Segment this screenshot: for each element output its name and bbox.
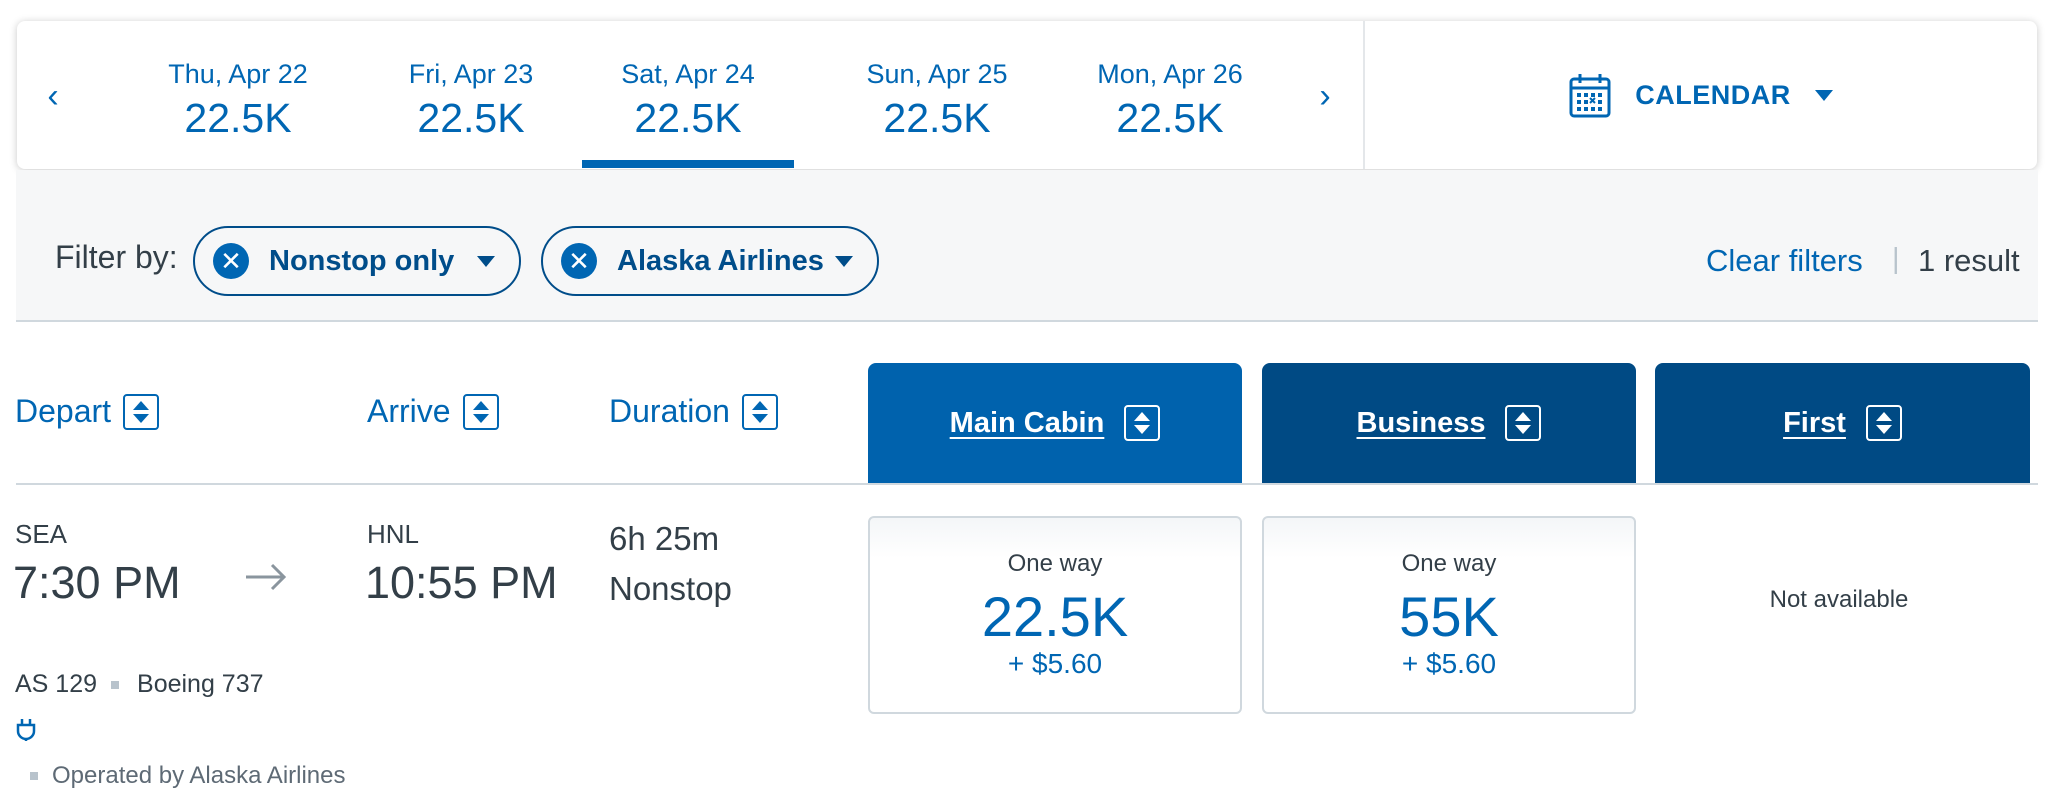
aircraft-type[interactable]: Boeing 737 [137,670,264,698]
separator [111,680,120,689]
divider [1363,21,1365,169]
sort-icon [123,393,160,430]
sort-main-cabin-button[interactable]: Main Cabin [868,363,1242,483]
filter-chip-label: Alaska Airlines [617,244,824,277]
calendar-button[interactable]: CALENDAR [1365,21,2037,169]
sort-depart-button[interactable]: Depart [15,393,160,430]
previous-dates-button[interactable]: ‹ [28,61,78,131]
column-label-first: First [1783,406,1846,439]
column-label-business: Business [1356,406,1486,439]
clear-filters-link[interactable]: Clear filters [1706,243,1863,278]
sort-icon [462,393,499,430]
result-count: 1 result [1918,243,2020,278]
calendar-label: CALENDAR [1635,79,1791,110]
date-tab-date: Sat, Apr 24 [621,59,755,89]
flight-number[interactable]: AS 129 [15,670,98,698]
filter-chip-nonstop[interactable]: ✕ Nonstop only [193,226,521,296]
sort-first-button[interactable]: First [1655,363,2030,483]
date-tab-date: Fri, Apr 23 [408,59,534,89]
separator: | [1892,243,1900,275]
caret-down-icon [477,255,495,267]
fare-miles: 22.5K [981,585,1129,648]
fare-type-label: One way [1007,550,1103,577]
sort-icon [1124,405,1161,441]
date-tab-price: 22.5K [184,95,292,141]
column-label-main-cabin: Main Cabin [949,406,1105,439]
separator [30,772,38,780]
flight-duration: 6h 25m [609,520,720,557]
calendar-icon [1569,74,1611,118]
fare-card-main-cabin[interactable]: One way 22.5K + $5.60 [868,516,1242,714]
date-tab-thu-apr-22[interactable]: Thu, Apr 22 22.5K [132,21,344,169]
sort-business-button[interactable]: Business [1262,363,1636,483]
close-icon[interactable]: ✕ [213,243,249,279]
date-tab-sat-apr-24[interactable]: Sat, Apr 24 22.5K [582,21,794,169]
divider [16,483,2038,485]
operated-by: Operated by Alaska Airlines [30,762,346,790]
date-tab-mon-apr-26[interactable]: Mon, Apr 26 22.5K [1064,21,1276,169]
fare-tax: + $5.60 [1401,648,1497,679]
column-label-duration: Duration [609,393,730,429]
first-class-status: Not available [1769,586,1909,613]
depart-time: 7:30 PM [13,557,181,608]
date-tab-price: 22.5K [634,95,742,141]
date-tab-date: Mon, Apr 26 [1097,59,1243,89]
chevron-left-icon: ‹ [47,76,59,115]
filter-bar: Filter by: ✕ Nonstop only ✕ Alaska Airli… [16,170,2038,322]
date-tab-date: Thu, Apr 22 [168,59,308,89]
caret-down-icon [835,255,853,267]
arrive-time: 10:55 PM [365,557,558,608]
date-tab-price: 22.5K [883,95,991,141]
date-tab-fri-apr-23[interactable]: Fri, Apr 23 22.5K [365,21,577,169]
filter-chip-label: Nonstop only [269,244,455,277]
stops-info: Nonstop [609,570,732,607]
date-tab-date: Sun, Apr 25 [866,59,1008,89]
filter-label: Filter by: [55,239,178,275]
fare-card-business[interactable]: One way 55K + $5.60 [1262,516,1636,714]
column-label-arrive: Arrive [367,393,451,429]
date-tab-price: 22.5K [417,95,525,141]
operated-by-label: Operated by Alaska Airlines [52,762,346,789]
date-tab-price: 22.5K [1116,95,1224,141]
sort-icon [1865,405,1902,441]
filter-chip-airline[interactable]: ✕ Alaska Airlines [541,226,879,296]
fare-tax: + $5.60 [1007,648,1103,679]
destination-airport: HNL [367,519,420,549]
fare-type-label: One way [1401,550,1497,577]
sort-arrive-button[interactable]: Arrive [367,393,499,430]
date-strip: ‹ Thu, Apr 22 22.5K Fri, Apr 23 22.5K Sa… [17,21,2037,169]
power-outlet-icon [16,719,36,741]
origin-airport: SEA [15,519,68,549]
sort-duration-button[interactable]: Duration [609,393,778,430]
sort-icon [1505,405,1542,441]
caret-down-icon [1814,89,1833,101]
fare-miles: 55K [1399,585,1499,648]
next-dates-button[interactable]: › [1300,61,1350,131]
column-label-depart: Depart [15,393,112,429]
chevron-right-icon: › [1319,76,1331,115]
sort-icon [741,393,778,430]
close-icon[interactable]: ✕ [561,243,597,279]
date-tab-sun-apr-25[interactable]: Sun, Apr 25 22.5K [831,21,1043,169]
arrow-right-icon [246,563,287,591]
flight-details: AS 129 Boeing 737 [15,670,264,699]
